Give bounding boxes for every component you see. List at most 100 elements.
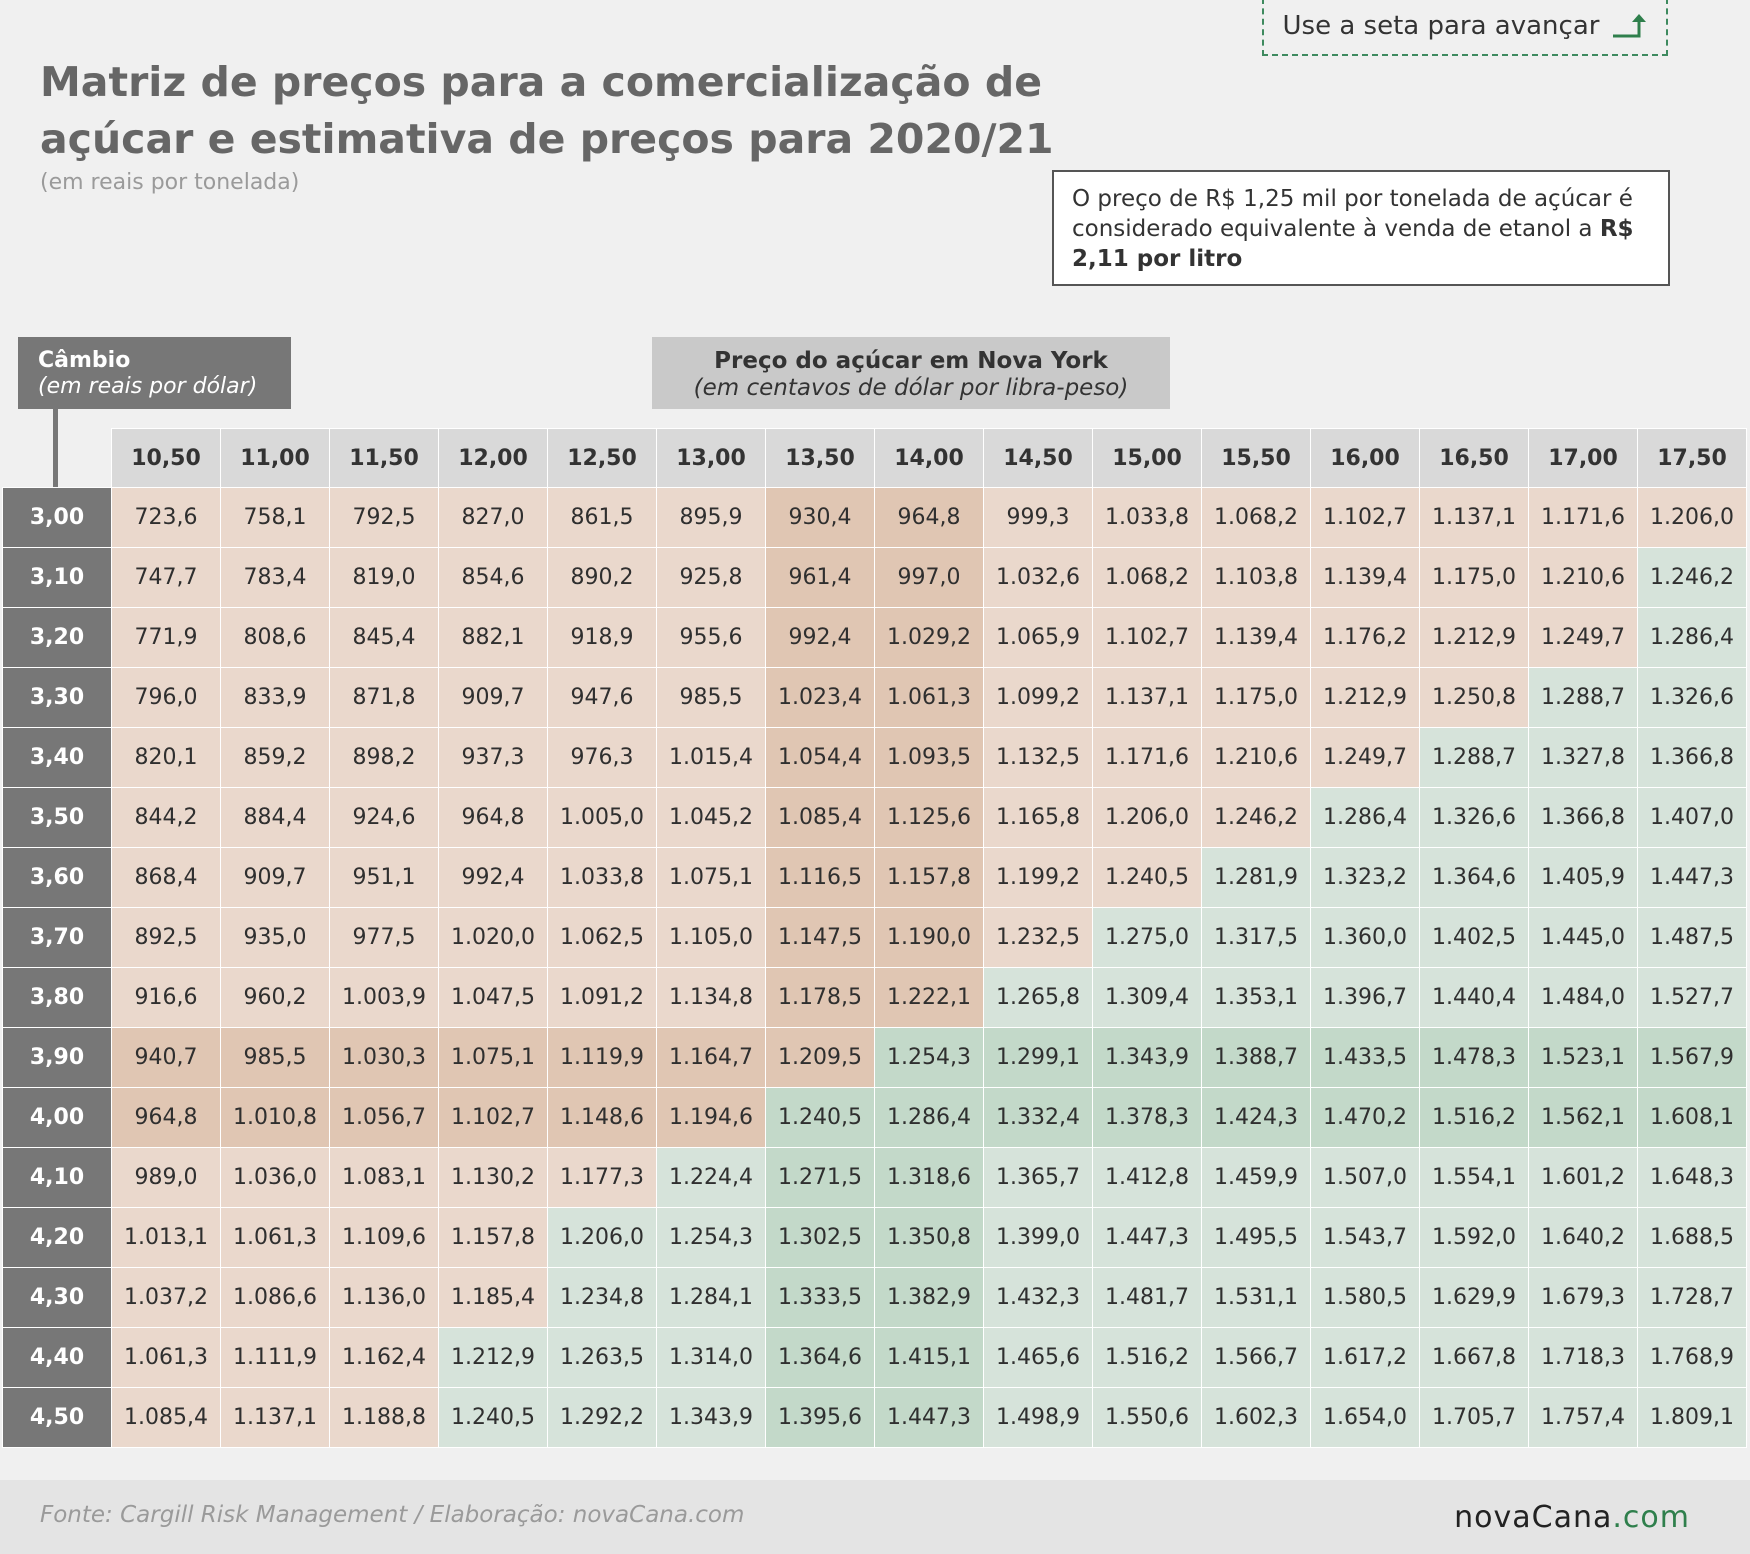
table-cell: 808,6 <box>220 607 330 668</box>
table-cell: 1.487,5 <box>1637 907 1747 968</box>
table-cell: 1.045,2 <box>656 787 766 848</box>
table-cell: 916,6 <box>111 967 221 1028</box>
table-cell: 1.175,0 <box>1419 547 1529 608</box>
price-header-subtitle: (em centavos de dólar por libra-peso) <box>693 375 1129 401</box>
row-header: 4,20 <box>2 1207 112 1268</box>
table-cell: 1.705,7 <box>1419 1387 1529 1448</box>
table-cell: 820,1 <box>111 727 221 788</box>
table-cell: 1.093,5 <box>874 727 984 788</box>
column-header: 11,50 <box>329 428 439 488</box>
table-cell: 1.275,0 <box>1092 907 1202 968</box>
table-cell: 1.224,4 <box>656 1147 766 1208</box>
table-cell: 819,0 <box>329 547 439 608</box>
table-cell: 1.250,8 <box>1419 667 1529 728</box>
table-cell: 1.498,9 <box>983 1387 1093 1448</box>
table-cell: 1.365,7 <box>983 1147 1093 1208</box>
table-cell: 1.206,0 <box>1637 487 1747 548</box>
row-header: 4,30 <box>2 1267 112 1328</box>
table-cell: 1.608,1 <box>1637 1087 1747 1148</box>
table-cell: 1.065,9 <box>983 607 1093 668</box>
table-cell: 1.447,3 <box>874 1387 984 1448</box>
table-cell: 935,0 <box>220 907 330 968</box>
column-header: 16,00 <box>1310 428 1420 488</box>
table-row: 4,30 1.037,2 1.086,6 1.136,0 1.185,4 1.234,8 1… <box>2 1267 1747 1328</box>
table-cell: 1.326,6 <box>1637 667 1747 728</box>
table-cell: 1.254,3 <box>656 1207 766 1268</box>
table-cell: 992,4 <box>438 847 548 908</box>
table-cell: 1.148,6 <box>547 1087 657 1148</box>
table-cell: 1.396,7 <box>1310 967 1420 1028</box>
table-cell: 1.317,5 <box>1201 907 1311 968</box>
table-cell: 1.015,4 <box>656 727 766 788</box>
row-header: 3,80 <box>2 967 112 1028</box>
table-cell: 1.481,7 <box>1092 1267 1202 1328</box>
table-cell: 1.212,9 <box>1419 607 1529 668</box>
source-note: Fonte: Cargill Risk Management / Elabora… <box>40 1502 745 1528</box>
table-cell: 1.601,2 <box>1528 1147 1638 1208</box>
note-bold: R$ 2,11 por litro <box>1072 216 1634 272</box>
column-header: 14,50 <box>983 428 1093 488</box>
table-cell: 1.091,2 <box>547 967 657 1028</box>
table-cell: 1.507,0 <box>1310 1147 1420 1208</box>
table-cell: 1.139,4 <box>1201 607 1311 668</box>
table-cell: 1.147,5 <box>765 907 875 968</box>
table-cell: 955,6 <box>656 607 766 668</box>
table-cell: 1.061,3 <box>874 667 984 728</box>
table-cell: 1.061,3 <box>111 1327 221 1388</box>
table-cell: 1.005,0 <box>547 787 657 848</box>
table-cell: 1.003,9 <box>329 967 439 1028</box>
table-cell: 961,4 <box>765 547 875 608</box>
table-cell: 1.412,8 <box>1092 1147 1202 1208</box>
table-cell: 1.445,0 <box>1528 907 1638 968</box>
table-cell: 1.382,9 <box>874 1267 984 1328</box>
table-cell: 1.478,3 <box>1419 1027 1529 1088</box>
table-cell: 1.164,7 <box>656 1027 766 1088</box>
table-cell: 1.459,9 <box>1201 1147 1311 1208</box>
table-cell: 937,3 <box>438 727 548 788</box>
row-header: 4,50 <box>2 1387 112 1448</box>
advance-button[interactable]: Use a seta para avançar <box>1262 0 1668 56</box>
table-cell: 1.165,8 <box>983 787 1093 848</box>
row-header: 3,60 <box>2 847 112 908</box>
table-cell: 1.531,1 <box>1201 1267 1311 1328</box>
table-row: 3,00 723,6 758,1 792,5 827,0 861,5 895,9 930,4 9… <box>2 487 1747 548</box>
column-header: 15,00 <box>1092 428 1202 488</box>
cambio-title: Câmbio <box>38 348 131 373</box>
row-header: 3,10 <box>2 547 112 608</box>
table-cell: 1.061,3 <box>220 1207 330 1268</box>
table-cell: 992,4 <box>765 607 875 668</box>
table-cell: 1.234,8 <box>547 1267 657 1328</box>
table-cell: 1.288,7 <box>1419 727 1529 788</box>
table-cell: 1.136,0 <box>329 1267 439 1328</box>
table-cell: 1.199,2 <box>983 847 1093 908</box>
table-cell: 1.415,1 <box>874 1327 984 1388</box>
table-cell: 882,1 <box>438 607 548 668</box>
table-row: 3,30 796,0 833,9 871,8 909,7 947,6 985,5 1.023,… <box>2 667 1747 728</box>
brand-name: novaCana <box>1454 1500 1613 1535</box>
table-cell: 1.111,9 <box>220 1327 330 1388</box>
table-row: 4,10 989,0 1.036,0 1.083,1 1.130,2 1.177,3 1.2… <box>2 1147 1747 1208</box>
table-cell: 909,7 <box>220 847 330 908</box>
table-cell: 964,8 <box>111 1087 221 1148</box>
price-matrix: 10,50 11,00 11,50 12,00 12,50 13,00 13,50 14,00… <box>2 428 1747 1448</box>
table-cell: 1.550,6 <box>1092 1387 1202 1448</box>
column-header: 12,00 <box>438 428 548 488</box>
table-cell: 1.667,8 <box>1419 1327 1529 1388</box>
table-cell: 1.554,1 <box>1419 1147 1529 1208</box>
table-cell: 1.240,5 <box>438 1387 548 1448</box>
table-cell: 1.137,1 <box>1092 667 1202 728</box>
table-cell: 985,5 <box>656 667 766 728</box>
table-cell: 1.516,2 <box>1419 1087 1529 1148</box>
table-cell: 1.484,0 <box>1528 967 1638 1028</box>
table-row: 4,00 964,8 1.010,8 1.056,7 1.102,7 1.148,6 1.1… <box>2 1087 1747 1148</box>
row-header: 3,00 <box>2 487 112 548</box>
table-cell: 1.757,4 <box>1528 1387 1638 1448</box>
table-cell: 747,7 <box>111 547 221 608</box>
ethanol-note: O preço de R$ 1,25 mil por tonelada de a… <box>1052 170 1670 286</box>
footer: Fonte: Cargill Risk Management / Elabora… <box>0 1480 1750 1554</box>
column-header: 10,50 <box>111 428 221 488</box>
table-cell: 1.054,4 <box>765 727 875 788</box>
column-header: 14,00 <box>874 428 984 488</box>
column-header: 16,50 <box>1419 428 1529 488</box>
table-cell: 1.132,5 <box>983 727 1093 788</box>
